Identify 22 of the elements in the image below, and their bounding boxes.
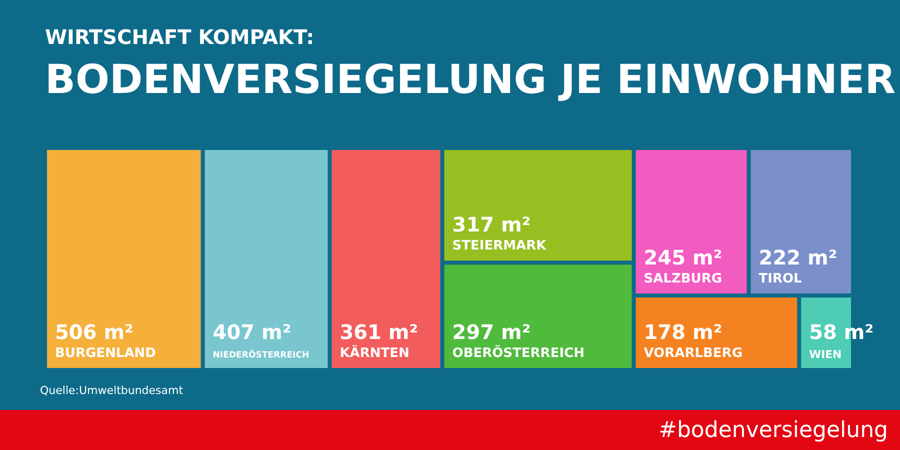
text: WIRTSCHAFT KOMPAKT: [45,25,314,49]
data-label: 506 m² [55,320,134,344]
footer-banner: #bodenversiegelung [0,410,900,450]
category-label: STEIERMARK [452,238,548,254]
category-label: WIEN [809,348,842,361]
category-label: BURGENLAND [55,346,156,361]
category-label: OBERÖSTERREICH [452,344,584,361]
category-label: VORARLBERG [644,346,742,361]
category-label: NIEDERÖSTERREICH [212,350,310,360]
data-label: 361 m² [340,320,418,344]
data-label: 407 m² [212,320,292,344]
data-label: 317 m² [452,212,531,237]
data-label: 178 m² [644,320,722,344]
data-label: 245 m² [644,245,722,270]
source-note: Quelle:Umweltbundesamt [40,384,184,397]
category-label: KÄRNTEN [340,344,410,361]
category-label: SALZBURG [644,271,722,286]
data-label: 297 m² [452,320,531,344]
data-label: 222 m² [758,245,838,270]
text: BODENVERSIEGELUNG JE EINWOHNER [45,57,896,103]
data-label: 58 m² [809,320,874,344]
category-label: TIROL [758,271,802,286]
